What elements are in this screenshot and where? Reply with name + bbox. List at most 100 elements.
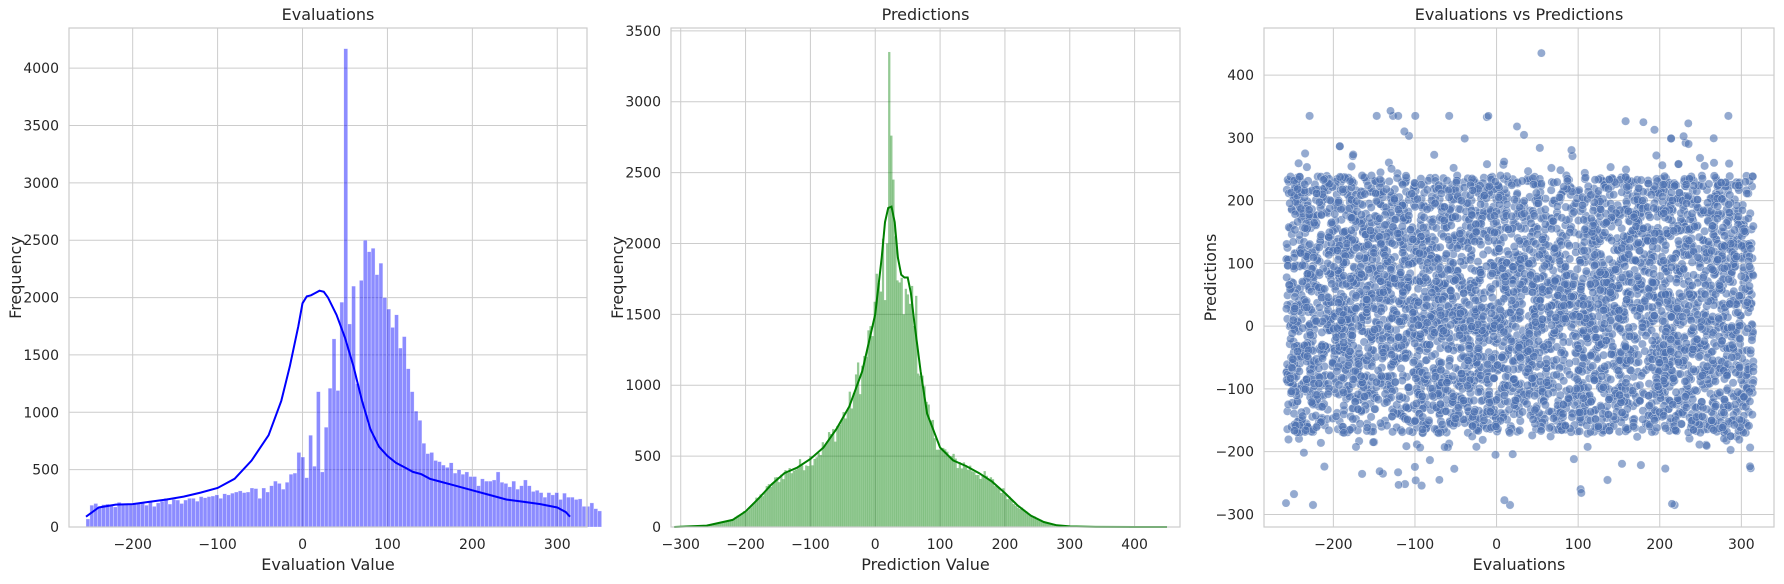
scatter-point bbox=[1427, 217, 1437, 227]
evaluations-bar bbox=[507, 486, 513, 528]
evaluations-bar bbox=[468, 476, 473, 528]
predictions-bar bbox=[780, 474, 783, 528]
scatter-point bbox=[1544, 286, 1554, 296]
scatter-point bbox=[1504, 249, 1514, 259]
scatter-point bbox=[1305, 111, 1315, 121]
predictions-bar bbox=[954, 458, 957, 528]
scatter-point bbox=[1398, 248, 1408, 258]
scatter-point bbox=[1700, 290, 1710, 300]
evaluations-bar bbox=[339, 301, 345, 528]
scatter-point bbox=[1609, 190, 1619, 200]
predictions-bar bbox=[991, 479, 995, 528]
scatter-point bbox=[1442, 176, 1452, 186]
scatter-point bbox=[1440, 442, 1450, 452]
scatter-point bbox=[1658, 180, 1668, 190]
predictions-bar bbox=[912, 325, 916, 528]
evaluations-axes-frame bbox=[68, 27, 588, 528]
scatter-point bbox=[1380, 251, 1390, 261]
evaluations-bar bbox=[89, 504, 95, 528]
scatter-point bbox=[1282, 304, 1291, 314]
predictions-bar bbox=[917, 373, 920, 528]
predictions-bar bbox=[840, 419, 843, 528]
scatter-point bbox=[1746, 345, 1756, 355]
scatter-point bbox=[1372, 196, 1381, 206]
scatter-point bbox=[1435, 242, 1445, 252]
scatter-point bbox=[1502, 199, 1512, 209]
predictions-bar bbox=[950, 456, 953, 528]
scatter-point bbox=[1307, 286, 1316, 296]
scatter-point bbox=[1524, 329, 1534, 339]
scatter-point bbox=[1681, 402, 1691, 412]
scatter-point bbox=[1703, 237, 1713, 247]
scatter-point bbox=[1304, 205, 1314, 215]
scatter-point bbox=[1590, 250, 1600, 260]
scatter-point bbox=[1298, 323, 1308, 333]
scatter-point bbox=[1418, 223, 1428, 232]
scatter-point bbox=[1410, 111, 1420, 121]
scatter-point bbox=[1518, 407, 1527, 417]
scatter-point bbox=[1557, 213, 1567, 223]
scatter-point bbox=[1339, 388, 1348, 398]
scatter-point bbox=[1446, 220, 1456, 230]
predictions-bar bbox=[757, 498, 760, 528]
predictions-xtick-label: 100 bbox=[927, 537, 954, 553]
predictions-bar bbox=[981, 474, 984, 528]
scatter-point bbox=[1591, 324, 1601, 334]
scatter-point bbox=[1535, 143, 1545, 153]
predictions-bar bbox=[877, 282, 881, 528]
scatter-point bbox=[1645, 258, 1655, 268]
scatter-point bbox=[1444, 192, 1454, 202]
scatter-point bbox=[1368, 437, 1378, 447]
predictions-bar bbox=[730, 520, 733, 528]
evaluations-bar bbox=[265, 491, 270, 528]
scatter-point bbox=[1436, 189, 1446, 198]
scatter-point bbox=[1626, 366, 1636, 375]
scatter-point bbox=[1392, 173, 1402, 183]
evaluations-bar bbox=[355, 383, 360, 528]
predictions-bar bbox=[852, 392, 856, 528]
predictions-bar bbox=[825, 441, 829, 528]
evaluations-bar bbox=[574, 499, 579, 528]
evaluations-bar bbox=[370, 247, 376, 528]
scatter-point bbox=[1744, 281, 1754, 291]
scatter-point bbox=[1747, 410, 1757, 420]
evaluations-xtick-label: 200 bbox=[459, 537, 486, 553]
predictions-bar bbox=[952, 453, 955, 528]
predictions-bar bbox=[948, 456, 951, 528]
scatter-point bbox=[1697, 173, 1707, 183]
scatter-point bbox=[1688, 323, 1698, 333]
evaluations-bar bbox=[343, 48, 348, 528]
predictions-bar bbox=[858, 394, 862, 528]
evaluations-ytick-label: 3500 bbox=[23, 119, 59, 135]
evaluations-bar bbox=[527, 485, 532, 528]
scatter-point bbox=[1571, 332, 1581, 342]
predictions-bar bbox=[753, 502, 756, 528]
scatter-point bbox=[1576, 285, 1586, 294]
evaluations-bar bbox=[421, 443, 427, 528]
evaluations-bar bbox=[128, 504, 134, 528]
scatter-point bbox=[1363, 343, 1373, 353]
evaluations-bar bbox=[222, 493, 227, 528]
predictions-bar bbox=[1035, 518, 1038, 528]
scatter-point bbox=[1425, 455, 1435, 465]
scatter-point bbox=[1657, 160, 1667, 170]
scatter-point bbox=[1700, 161, 1710, 171]
scatter-point bbox=[1733, 307, 1743, 317]
scatter-point bbox=[1500, 272, 1510, 281]
scatter-point bbox=[1544, 423, 1554, 433]
evaluations-bar bbox=[382, 297, 388, 528]
evaluations-bar bbox=[269, 485, 274, 528]
scatter-point bbox=[1294, 158, 1304, 168]
scatter-point bbox=[1515, 425, 1525, 435]
predictions-bar bbox=[1037, 520, 1040, 528]
scatter-point bbox=[1284, 435, 1293, 444]
predictions-bar bbox=[883, 299, 887, 528]
evaluations-ytick-label: 0 bbox=[50, 520, 59, 536]
scatter-point bbox=[1455, 229, 1465, 239]
evaluations-ytick-label: 3000 bbox=[23, 176, 59, 192]
scatter-point bbox=[1530, 211, 1539, 221]
predictions-bar bbox=[794, 469, 798, 528]
evaluations-bar bbox=[257, 498, 263, 528]
scatter-point bbox=[1606, 374, 1616, 384]
scatter-point bbox=[1404, 211, 1414, 221]
